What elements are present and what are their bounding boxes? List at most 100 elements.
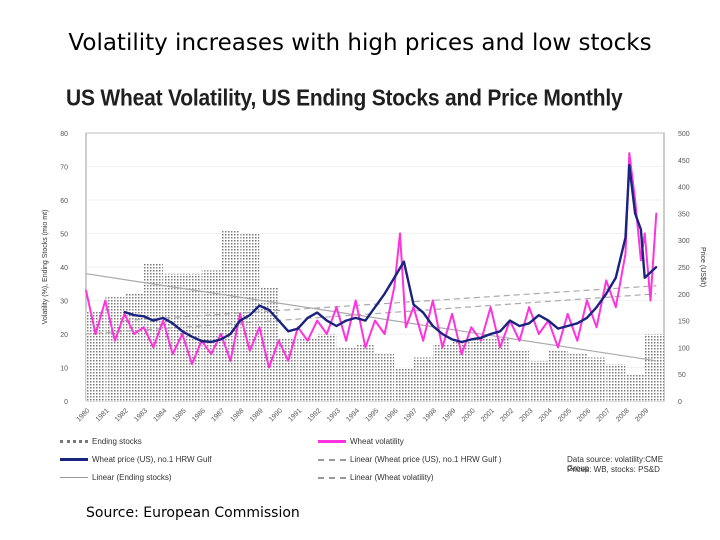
stocks-bar	[471, 337, 491, 401]
price-point	[528, 322, 531, 325]
legend-swatch-trend	[318, 458, 346, 461]
source-note: Source: European Commission	[86, 505, 300, 521]
price-point	[210, 341, 213, 344]
price-point	[537, 314, 540, 317]
legend-swatch-trend	[60, 477, 88, 478]
volatility-point	[181, 333, 184, 335]
stocks-bar	[548, 350, 568, 401]
volatility-point	[451, 313, 453, 315]
legend-label: Ending stocks	[92, 437, 142, 446]
price-point	[595, 306, 598, 309]
x-tick: 1987	[210, 407, 226, 423]
chart-note-prices: Prices: WB, stocks: PS&D	[567, 465, 660, 474]
volatility-point	[104, 299, 107, 302]
legend-item-volatility: Wheat volatility	[318, 437, 404, 446]
price-point	[306, 316, 309, 319]
price-point	[354, 316, 357, 319]
price-point	[479, 336, 482, 339]
x-tick: 1984	[153, 407, 169, 423]
stocks-bar	[86, 310, 106, 401]
stocks-bar	[432, 344, 452, 401]
price-point	[190, 335, 193, 338]
price-point	[431, 324, 434, 327]
stocks-bar	[413, 357, 433, 401]
stocks-bar	[124, 293, 144, 401]
stocks-bar	[625, 374, 645, 401]
x-tick: 2009	[634, 407, 650, 423]
stocks-bar	[529, 360, 549, 401]
price-point	[383, 292, 386, 295]
price-point	[499, 330, 502, 333]
stocks-bar	[394, 367, 414, 401]
price-point	[142, 315, 145, 318]
price-point	[123, 311, 126, 314]
price-point	[470, 338, 473, 341]
price-point	[605, 292, 608, 295]
x-tick: 1990	[268, 407, 284, 423]
legend-label: Linear (Ending stocks)	[92, 473, 172, 482]
price-point	[628, 164, 631, 167]
price-point	[239, 319, 242, 322]
y-tick-left: 70	[60, 165, 68, 172]
volatility-point	[537, 333, 540, 335]
volatility-point	[499, 346, 502, 349]
price-point	[422, 311, 425, 314]
x-tick: 1981	[95, 407, 111, 423]
x-tick: 1989	[249, 407, 265, 423]
volatility-point	[460, 353, 463, 355]
volatility-point	[586, 299, 588, 302]
chart-title: US Wheat Volatility, US Ending Stocks an…	[66, 86, 623, 111]
price-point	[162, 316, 165, 319]
price-point	[374, 306, 376, 309]
legend-item-price: Wheat price (US), no.1 HRW Gulf	[60, 455, 211, 464]
price-point	[258, 304, 261, 307]
volatility-point	[576, 339, 579, 342]
volatility-point	[518, 339, 521, 342]
price-point	[451, 338, 454, 341]
volatility-point	[248, 349, 251, 352]
price-point	[229, 333, 232, 335]
price-point	[345, 319, 348, 322]
legend-label: Linear (Wheat price (US), no.1 HRW Gulf …	[350, 455, 502, 464]
volatility-point	[85, 289, 87, 292]
price-point	[489, 333, 492, 335]
x-tick: 1992	[307, 407, 323, 423]
volatility-point	[605, 279, 608, 282]
volatility-point	[354, 299, 357, 302]
volatility-point	[489, 306, 492, 309]
volatility-point	[655, 212, 658, 215]
volatility-point	[441, 346, 444, 349]
y-axis-title-right: Price (US$/t)	[699, 247, 706, 287]
price-point	[277, 319, 280, 322]
price-point	[316, 311, 319, 314]
volatility-point	[345, 339, 347, 342]
volatility-point	[277, 339, 280, 342]
legend-item-trend-price: Linear (Wheat price (US), no.1 HRW Gulf …	[318, 455, 501, 464]
y-tick-right: 250	[678, 265, 690, 272]
volatility-point	[133, 333, 136, 335]
volatility-point	[528, 306, 531, 309]
stocks-bar	[201, 270, 221, 401]
stocks-bar	[336, 347, 356, 401]
stocks-bar	[240, 233, 260, 401]
stocks-bar	[317, 334, 337, 401]
volatility-point	[639, 259, 642, 262]
volatility-point	[412, 306, 415, 309]
price-point	[219, 338, 222, 341]
price-point	[133, 314, 136, 317]
y-tick-left: 40	[60, 265, 68, 272]
price-point	[441, 333, 444, 335]
price-point	[152, 319, 155, 322]
price-point	[287, 330, 290, 333]
volatility-point	[287, 359, 290, 362]
price-point	[200, 339, 203, 342]
x-tick: 1995	[364, 407, 380, 423]
volatility-point	[595, 326, 598, 329]
x-tick: 2001	[480, 407, 496, 423]
legend-swatch-price	[60, 458, 88, 461]
legend-label: Linear (Wheat volatility)	[350, 473, 434, 482]
volatility-point	[628, 152, 631, 155]
volatility-point	[649, 299, 652, 302]
y-tick-left: 60	[60, 198, 68, 205]
